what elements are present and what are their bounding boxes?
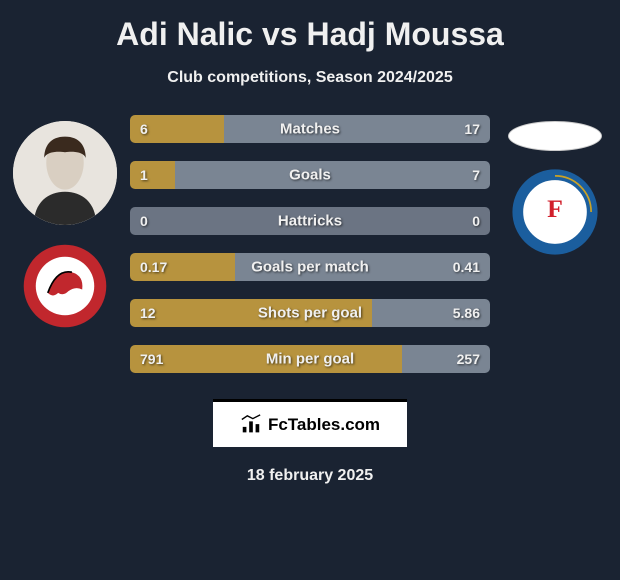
stat-label: Goals <box>289 167 331 184</box>
right-player-column: F <box>500 115 610 255</box>
page-title: Adi Nalic vs Hadj Moussa <box>0 16 620 53</box>
stat-fill-right <box>224 115 490 143</box>
branding-text: FcTables.com <box>268 415 380 435</box>
stat-value-left: 791 <box>140 351 163 367</box>
stat-bar: 791 Min per goal 257 <box>130 345 490 373</box>
stat-fill-left <box>130 161 175 189</box>
stat-label: Goals per match <box>251 259 369 276</box>
feyenoord-badge-icon: F <box>512 169 598 255</box>
stat-value-left: 0.17 <box>140 259 167 275</box>
left-club-badge <box>22 243 108 329</box>
stat-value-left: 6 <box>140 121 148 137</box>
stat-label: Min per goal <box>266 351 354 368</box>
stats-column: 6 Matches 17 1 Goals 7 0 Hattricks 0 0.17 Goals pe… <box>130 115 490 373</box>
stat-bar: 12 Shots per goal 5.86 <box>130 299 490 327</box>
main-row: 6 Matches 17 1 Goals 7 0 Hattricks 0 0.17 Goals pe… <box>0 115 620 373</box>
right-club-badge: F <box>512 169 598 255</box>
date: 18 february 2025 <box>0 467 620 485</box>
chart-icon <box>240 414 262 436</box>
stat-label: Hattricks <box>278 213 342 230</box>
stat-value-left: 0 <box>140 213 148 229</box>
right-player-flag <box>508 121 602 151</box>
stat-value-right: 17 <box>464 121 480 137</box>
stat-value-right: 0.41 <box>453 259 480 275</box>
stat-value-right: 5.86 <box>453 305 480 321</box>
avatar-placeholder-icon <box>13 121 117 225</box>
stat-bar: 1 Goals 7 <box>130 161 490 189</box>
stat-bar: 0.17 Goals per match 0.41 <box>130 253 490 281</box>
almere-city-badge-icon <box>22 243 108 329</box>
stat-value-left: 1 <box>140 167 148 183</box>
stat-bar: 0 Hattricks 0 <box>130 207 490 235</box>
stat-value-left: 12 <box>140 305 156 321</box>
left-player-column <box>10 115 120 329</box>
stat-label: Matches <box>280 121 340 138</box>
comparison-card: Adi Nalic vs Hadj Moussa Club competitio… <box>0 0 620 495</box>
stat-label: Shots per goal <box>258 305 362 322</box>
stat-value-right: 7 <box>472 167 480 183</box>
left-player-avatar <box>13 121 117 225</box>
subtitle: Club competitions, Season 2024/2025 <box>0 69 620 87</box>
branding-badge: FcTables.com <box>213 399 407 447</box>
stat-fill-right <box>175 161 490 189</box>
stat-value-right: 257 <box>457 351 480 367</box>
svg-text:F: F <box>547 194 563 223</box>
stat-bar: 6 Matches 17 <box>130 115 490 143</box>
stat-value-right: 0 <box>472 213 480 229</box>
